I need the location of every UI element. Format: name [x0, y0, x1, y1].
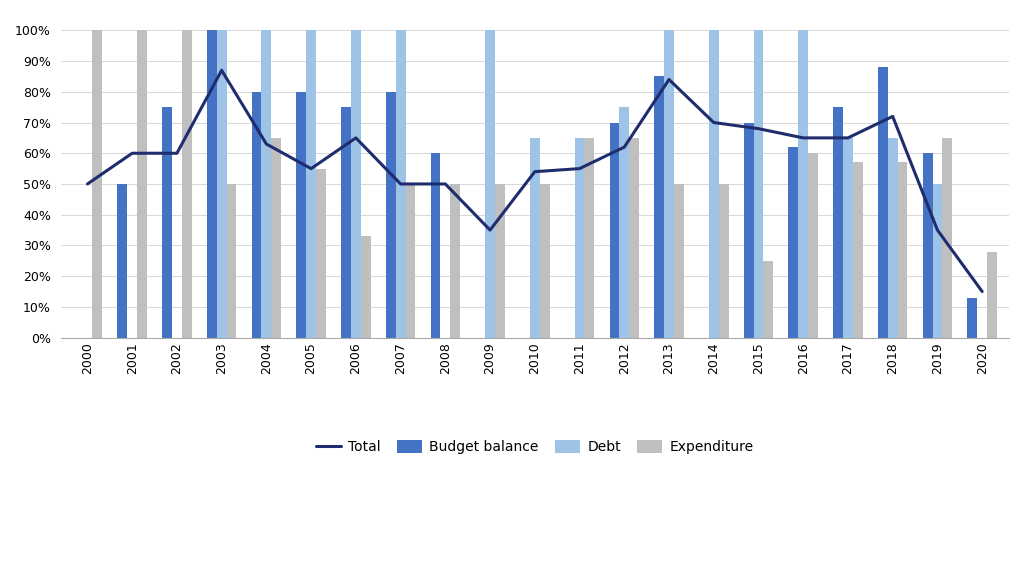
Bar	[574, 138, 585, 338]
Total	[81, 180, 93, 187]
Bar	[834, 107, 843, 338]
Line: Total: Total	[87, 70, 982, 292]
Bar	[853, 162, 862, 338]
Total	[439, 180, 452, 187]
Bar	[137, 30, 146, 338]
Bar	[629, 138, 639, 338]
Bar	[540, 184, 550, 338]
Total	[260, 140, 272, 147]
Bar	[306, 30, 316, 338]
Bar	[406, 184, 416, 338]
Total	[708, 119, 720, 126]
Bar	[118, 184, 127, 338]
Bar	[351, 30, 360, 338]
Bar	[898, 162, 907, 338]
Total	[528, 168, 541, 175]
Total	[842, 134, 854, 141]
Total	[171, 150, 183, 157]
Total	[887, 113, 899, 120]
Bar	[933, 184, 942, 338]
Total	[215, 67, 227, 74]
Bar	[386, 92, 395, 338]
Bar	[743, 123, 754, 338]
Bar	[719, 184, 728, 338]
Total	[976, 288, 988, 295]
Total	[126, 150, 138, 157]
Legend: Total, Budget balance, Debt, Expenditure: Total, Budget balance, Debt, Expenditure	[310, 435, 759, 460]
Bar	[430, 153, 440, 338]
Bar	[987, 252, 997, 338]
Bar	[878, 67, 888, 338]
Total	[618, 144, 631, 151]
Bar	[182, 30, 191, 338]
Bar	[529, 138, 540, 338]
Bar	[226, 184, 237, 338]
Total	[797, 134, 809, 141]
Bar	[620, 107, 629, 338]
Total	[394, 180, 407, 187]
Bar	[495, 184, 505, 338]
Total	[573, 165, 586, 172]
Total	[350, 134, 362, 141]
Bar	[395, 30, 406, 338]
Bar	[162, 107, 172, 338]
Bar	[271, 138, 282, 338]
Bar	[808, 153, 818, 338]
Bar	[709, 30, 719, 338]
Bar	[609, 123, 620, 338]
Total	[931, 226, 943, 233]
Bar	[788, 147, 799, 338]
Bar	[843, 138, 853, 338]
Bar	[207, 30, 217, 338]
Bar	[923, 153, 933, 338]
Bar	[674, 184, 684, 338]
Bar	[217, 30, 226, 338]
Bar	[754, 30, 764, 338]
Bar	[888, 138, 898, 338]
Bar	[968, 298, 977, 338]
Bar	[654, 76, 665, 338]
Bar	[296, 92, 306, 338]
Total	[753, 125, 765, 132]
Bar	[764, 261, 773, 338]
Bar	[942, 138, 952, 338]
Total	[663, 76, 675, 83]
Bar	[92, 30, 102, 338]
Bar	[252, 92, 261, 338]
Bar	[341, 107, 351, 338]
Bar	[585, 138, 594, 338]
Bar	[316, 169, 326, 338]
Bar	[799, 30, 808, 338]
Total	[484, 226, 497, 233]
Bar	[665, 30, 674, 338]
Total	[305, 165, 317, 172]
Bar	[360, 236, 371, 338]
Bar	[451, 184, 460, 338]
Bar	[261, 30, 271, 338]
Bar	[485, 30, 495, 338]
